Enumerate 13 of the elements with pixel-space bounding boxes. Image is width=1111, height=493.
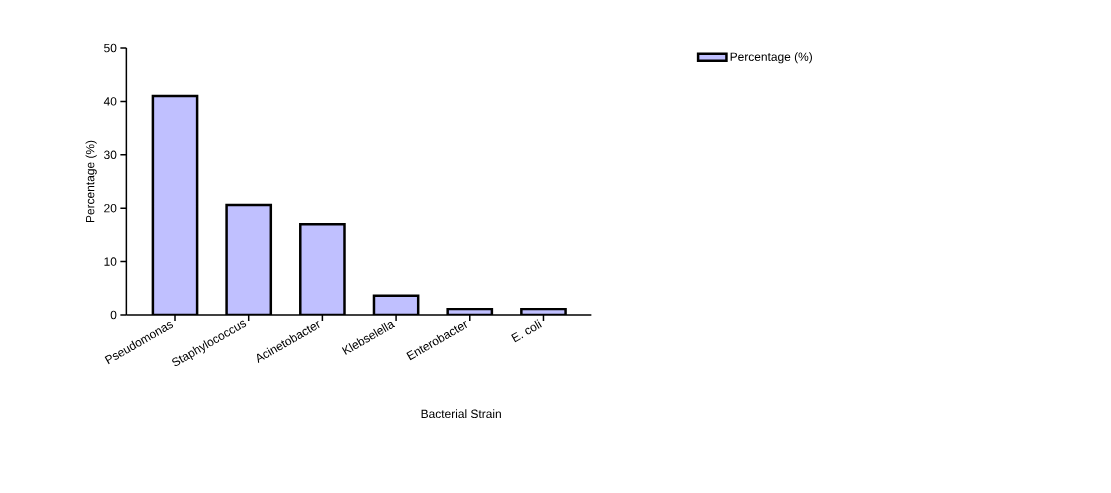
y-tick-label: 50 xyxy=(104,43,117,53)
y-axis-title: Percentage (%) xyxy=(85,140,97,223)
x-tick-label: E. coli xyxy=(511,319,542,343)
legend-label: Percentage (%) xyxy=(730,52,812,64)
bar xyxy=(225,203,273,315)
y-tick-label: 0 xyxy=(110,310,117,320)
y-tick-label: 40 xyxy=(103,97,117,106)
x-axis-title: Bacterial Strain xyxy=(421,409,501,419)
y-tick-label: 20 xyxy=(104,203,117,213)
y-tick-label: 10 xyxy=(104,257,117,266)
y-tick-label: 30 xyxy=(104,150,117,160)
bar xyxy=(151,94,199,315)
bar xyxy=(299,222,346,315)
